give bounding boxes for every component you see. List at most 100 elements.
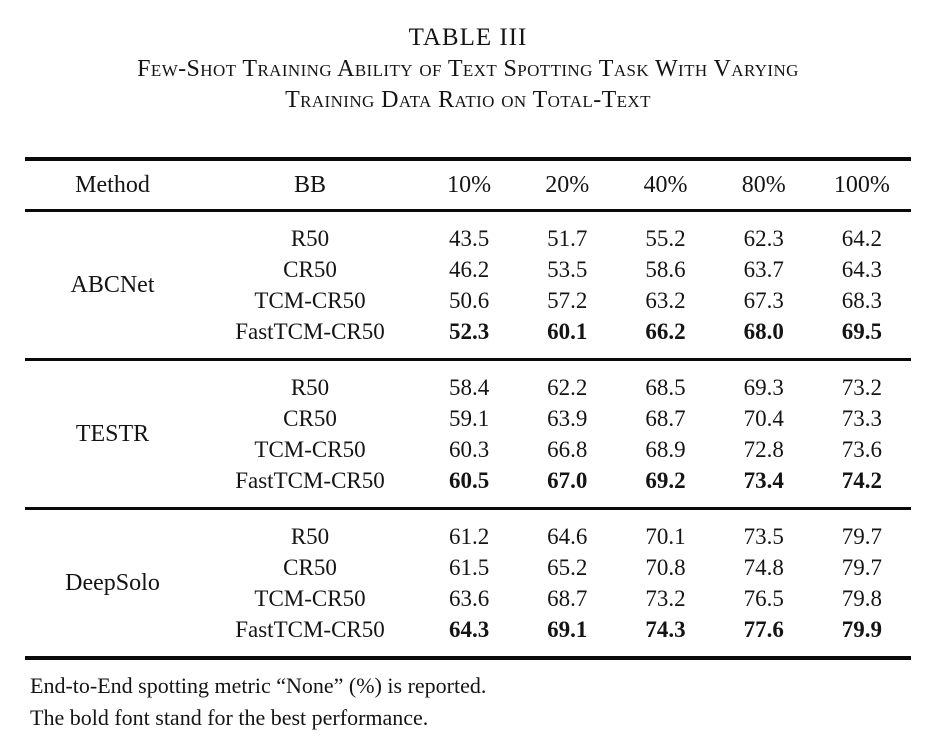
value-cell-best: 68.0 (743, 318, 784, 344)
value-cell: 73.2 (841, 374, 883, 400)
caption-line-1: Few-Shot Training Ability of Text Spotti… (137, 56, 799, 82)
value-cell: 58.6 (645, 256, 686, 282)
value-cell-best: 73.4 (743, 467, 784, 493)
value-cell: 68.7 (645, 405, 686, 431)
table-number: TABLE III (408, 24, 528, 51)
value-cell: 65.2 (547, 554, 588, 580)
value-cell: 68.9 (645, 436, 686, 462)
value-cell-best: 77.6 (743, 616, 784, 642)
column-header-100pct: 100% (833, 172, 890, 198)
header-separator-rule (25, 209, 911, 212)
bottom-rule (25, 656, 911, 660)
value-cell: 61.2 (448, 523, 490, 549)
method-name: DeepSolo (65, 570, 160, 596)
column-header-10pct: 10% (447, 172, 492, 198)
backbone-cell: CR50 (283, 256, 337, 282)
column-header-method: Method (75, 172, 150, 198)
group-separator-rule (25, 507, 911, 510)
column-header-80pct: 80% (741, 172, 786, 198)
value-cell: 72.8 (743, 436, 784, 462)
value-cell: 66.8 (547, 436, 588, 462)
value-cell-best: 64.3 (448, 616, 490, 642)
column-header-40pct: 40% (643, 172, 688, 198)
value-cell-best: 69.5 (841, 318, 883, 344)
value-cell: 43.5 (448, 225, 490, 251)
value-cell-best: 66.2 (645, 318, 686, 344)
group-separator-rule (25, 358, 911, 361)
value-cell-best: 69.1 (547, 616, 588, 642)
value-cell: 51.7 (547, 225, 588, 251)
value-cell: 70.8 (645, 554, 686, 580)
value-cell: 70.4 (743, 405, 784, 431)
value-cell-best: 74.2 (841, 467, 883, 493)
value-cell: 79.8 (841, 585, 883, 611)
backbone-cell: FastTCM-CR50 (235, 467, 385, 493)
backbone-cell: TCM-CR50 (254, 436, 366, 462)
caption-line-2: Training Data Ratio on Total-Text (285, 87, 651, 113)
value-cell: 79.7 (841, 554, 883, 580)
value-cell: 73.6 (841, 436, 883, 462)
value-cell: 53.5 (547, 256, 588, 282)
footnote-metric: End-to-End spotting metric “None” (%) is… (30, 673, 487, 698)
backbone-cell: R50 (290, 225, 330, 251)
method-group-deepsolo: DeepSolo R50 61.2 64.6 70.1 73.5 79.7 CR… (25, 510, 911, 656)
value-cell: 59.1 (448, 405, 490, 431)
method-group-abcnet: ABCNet R50 43.5 51.7 55.2 62.3 64.2 CR50… (25, 212, 911, 358)
table-footnotes: End-to-End spotting metric “None” (%) is… (30, 670, 936, 734)
value-cell: 63.6 (448, 585, 490, 611)
value-cell: 63.9 (547, 405, 588, 431)
value-cell: 73.5 (743, 523, 784, 549)
backbone-cell: CR50 (283, 554, 337, 580)
value-cell: 55.2 (645, 225, 686, 251)
value-cell: 73.2 (645, 585, 686, 611)
value-cell: 62.2 (547, 374, 588, 400)
method-group-testr: TESTR R50 58.4 62.2 68.5 69.3 73.2 CR50 … (25, 361, 911, 507)
value-cell: 76.5 (743, 585, 784, 611)
value-cell: 68.5 (645, 374, 686, 400)
backbone-cell: R50 (290, 523, 330, 549)
value-cell-best: 79.9 (841, 616, 883, 642)
value-cell: 70.1 (645, 523, 686, 549)
table-header-row: Method BB 10% 20% 40% 80% 100% (25, 161, 911, 209)
value-cell: 74.8 (743, 554, 784, 580)
value-cell: 67.3 (743, 287, 784, 313)
method-name: ABCNet (70, 272, 155, 298)
backbone-cell: TCM-CR50 (254, 585, 366, 611)
backbone-cell: FastTCM-CR50 (235, 616, 385, 642)
value-cell: 61.5 (448, 554, 490, 580)
value-cell: 50.6 (448, 287, 490, 313)
column-header-20pct: 20% (545, 172, 590, 198)
value-cell-best: 69.2 (645, 467, 686, 493)
value-cell: 64.3 (841, 256, 883, 282)
value-cell: 68.7 (547, 585, 588, 611)
value-cell: 63.2 (645, 287, 686, 313)
value-cell: 64.6 (547, 523, 588, 549)
value-cell-best: 67.0 (547, 467, 588, 493)
value-cell: 63.7 (743, 256, 784, 282)
value-cell: 62.3 (743, 225, 784, 251)
table-caption: Few-Shot Training Ability of Text Spotti… (0, 54, 936, 116)
backbone-cell: CR50 (283, 405, 337, 431)
value-cell: 79.7 (841, 523, 883, 549)
top-rule (25, 157, 911, 161)
value-cell: 46.2 (448, 256, 490, 282)
value-cell-best: 60.1 (547, 318, 588, 344)
backbone-cell: FastTCM-CR50 (235, 318, 385, 344)
value-cell: 69.3 (743, 374, 784, 400)
value-cell-best: 74.3 (645, 616, 686, 642)
value-cell: 58.4 (448, 374, 490, 400)
value-cell: 57.2 (547, 287, 588, 313)
value-cell: 64.2 (841, 225, 883, 251)
value-cell: 68.3 (841, 287, 883, 313)
value-cell-best: 52.3 (448, 318, 490, 344)
value-cell: 60.3 (448, 436, 490, 462)
backbone-cell: R50 (290, 374, 330, 400)
backbone-cell: TCM-CR50 (254, 287, 366, 313)
value-cell-best: 60.5 (448, 467, 490, 493)
column-header-bb: BB (293, 172, 326, 198)
method-name: TESTR (75, 421, 150, 447)
footnote-bold: The bold font stand for the best perform… (30, 705, 429, 730)
results-table: Method BB 10% 20% 40% 80% 100% ABCNet R5… (25, 157, 911, 660)
value-cell: 73.3 (841, 405, 883, 431)
